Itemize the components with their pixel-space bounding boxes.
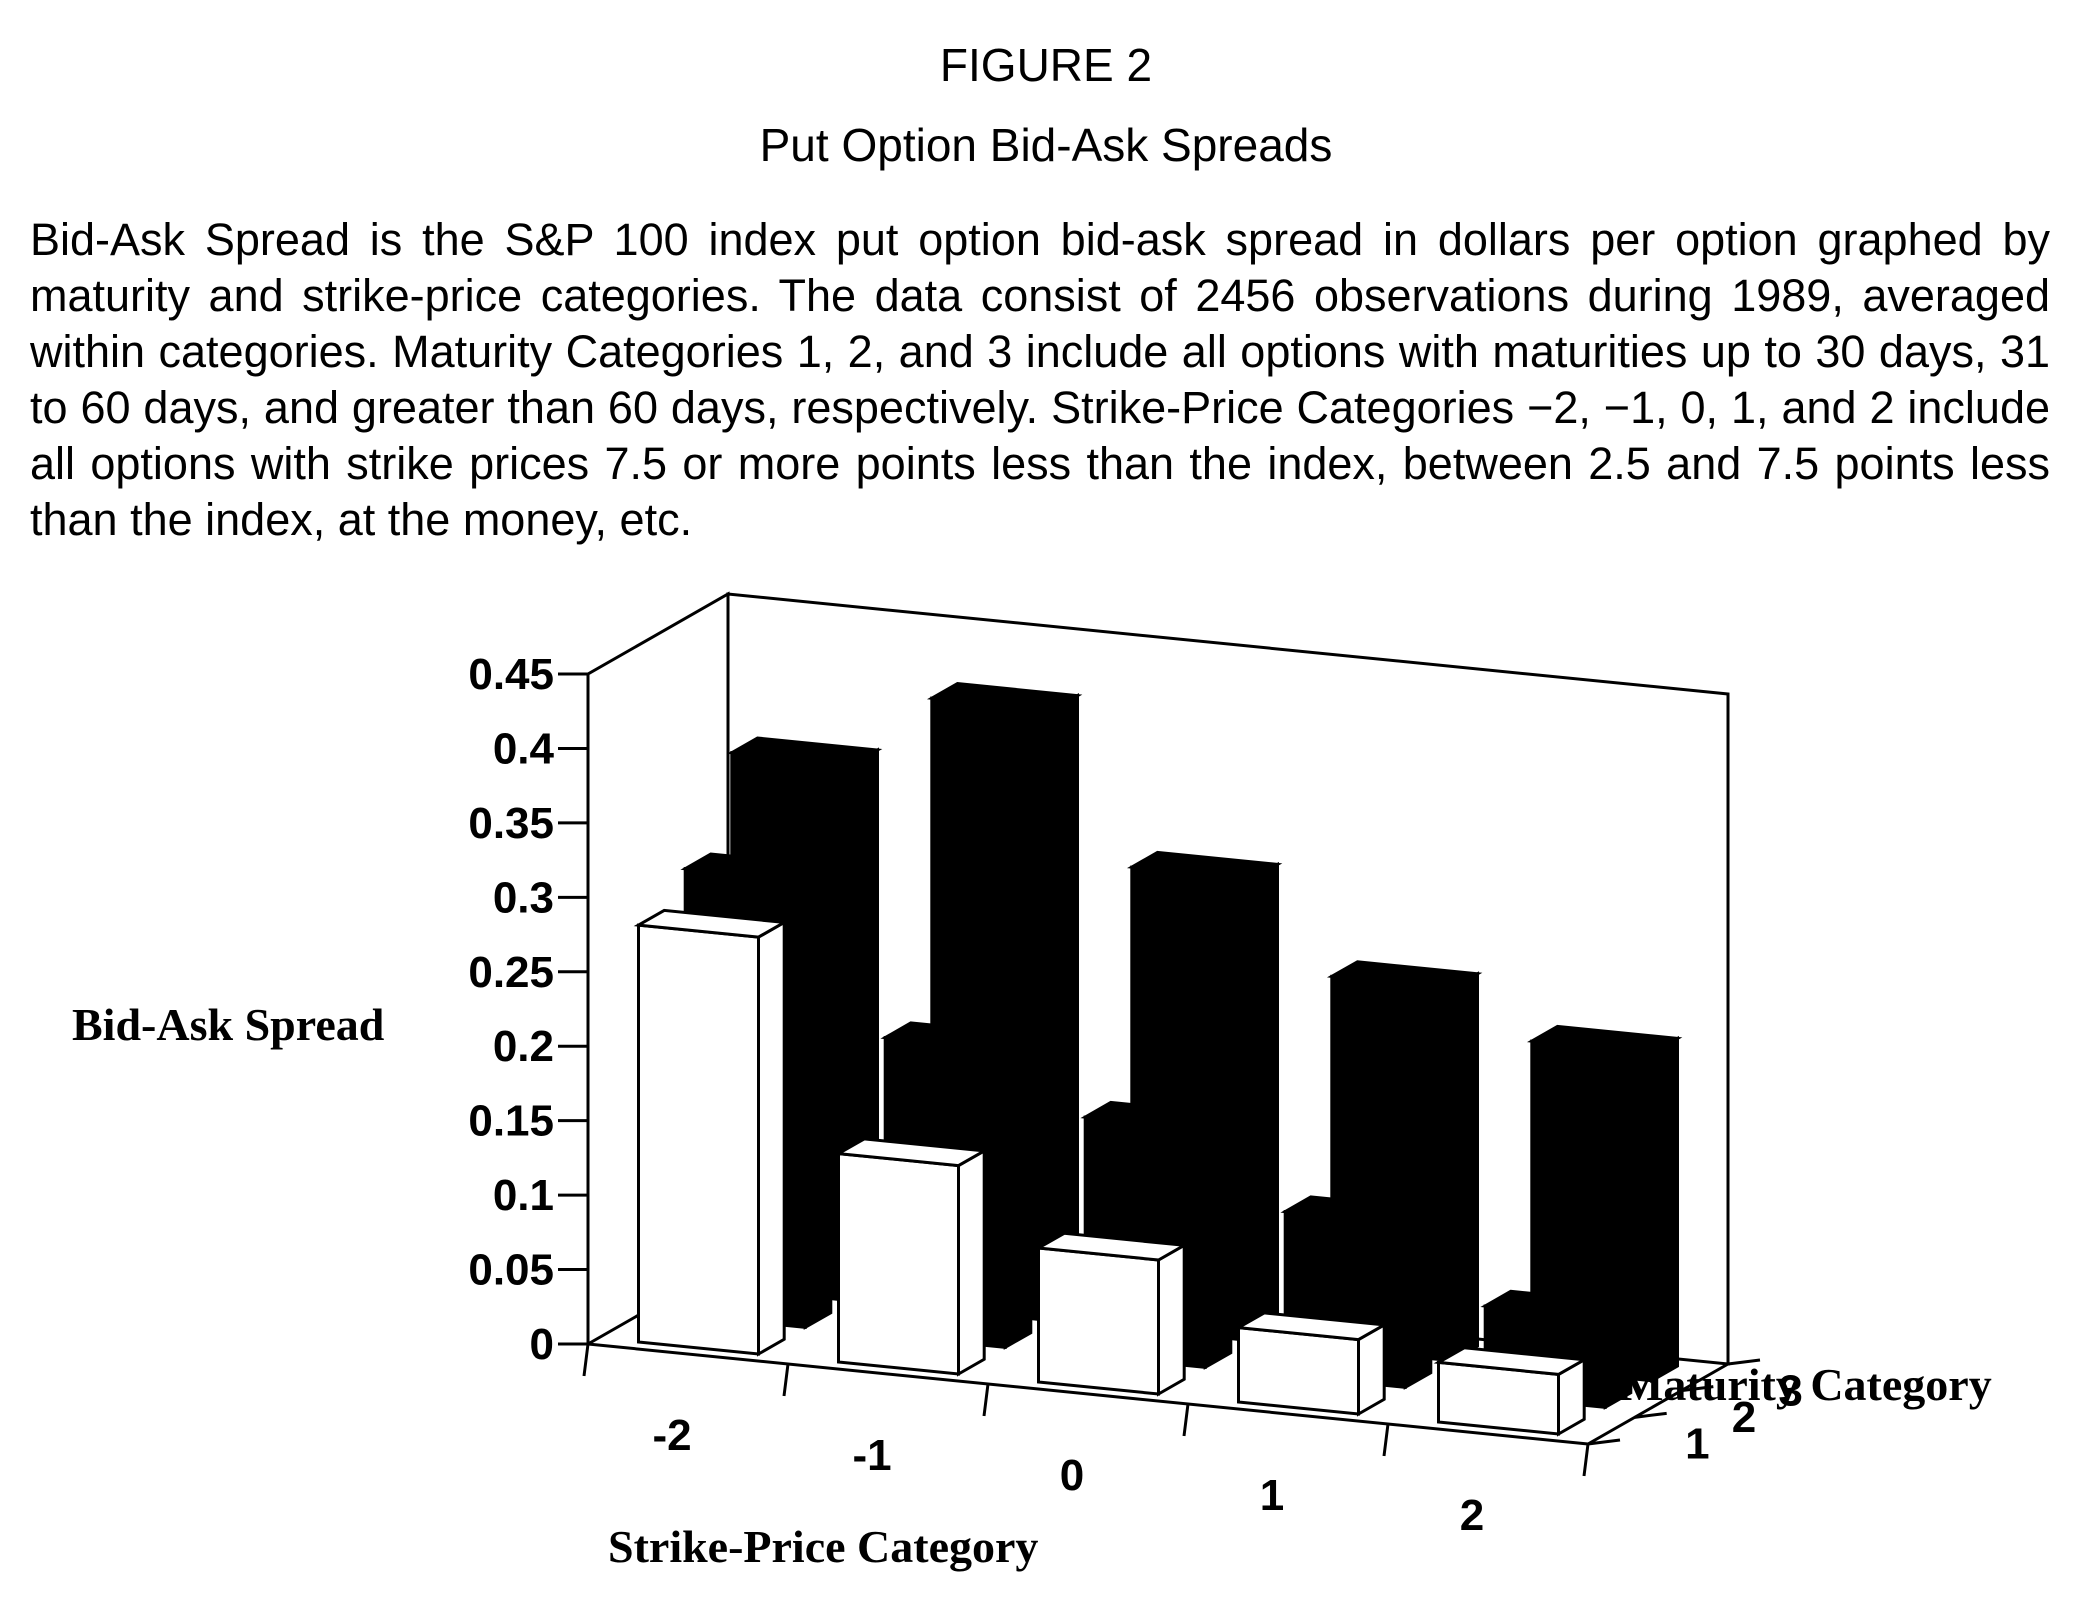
z-tick-label: 0.15 (468, 1097, 554, 1146)
bar-m1-s-2 (633, 908, 790, 1357)
x-tick-label: 2 (1460, 1491, 1484, 1540)
z-tick-label: 0.1 (493, 1171, 554, 1220)
x-tick-mark (782, 1363, 790, 1397)
floor-right-edge (1587, 1362, 1729, 1446)
bar-front-face (637, 923, 760, 1356)
x-tick-mark (982, 1383, 990, 1417)
bar-side-face (1403, 1206, 1433, 1390)
bar-side-face (1450, 971, 1479, 1364)
bar-top-face (1233, 1311, 1390, 1342)
x-tick-mark (1382, 1423, 1390, 1457)
bar-m1-s1 (1233, 1311, 1390, 1417)
x-axis-label: Strike-Price Category (608, 1521, 1038, 1572)
bar-top-face (1126, 850, 1283, 881)
y-tick-label: 3 (1778, 1366, 1802, 1415)
bar-top-face (1280, 1195, 1436, 1226)
figure-title: Put Option Bid-Ask Spreads (759, 119, 1333, 171)
bar-top-face (880, 1021, 1036, 1052)
bar-side-face (1003, 1032, 1033, 1350)
bar-top-face (1080, 1100, 1236, 1131)
bar-side-face (1050, 693, 1079, 1324)
bar-top-face (633, 908, 790, 939)
z-axis-ticks: 0 0.05 0.1 0.15 0.2 0.25 0.3 0.35 0.4 0.45 (468, 650, 588, 1369)
x-axis-ticks: -2 -1 0 1 2 (582, 1343, 1590, 1540)
y-tick-label: 1 (1685, 1420, 1709, 1469)
bar-side-face (1650, 1035, 1679, 1384)
z-tick-label: 0.35 (468, 799, 554, 848)
bar-side-face (1250, 861, 1279, 1344)
bar-m1-s-1 (833, 1137, 990, 1377)
z-tick-label: 0.4 (493, 724, 555, 773)
bar-top-face (926, 682, 1083, 712)
z-tick-label: 0.2 (493, 1022, 554, 1071)
bar-front-face (837, 1151, 960, 1376)
floor-front-edge (587, 1342, 1589, 1446)
bar-top-face (1433, 1346, 1590, 1376)
bar-m1-s2 (1433, 1346, 1590, 1437)
bar-top-face (1326, 960, 1483, 990)
bar-front-face (1037, 1246, 1160, 1396)
y-tick-mark (1634, 1411, 1667, 1419)
bar-side-face (957, 1148, 986, 1377)
z-tick-label: 0.25 (468, 948, 554, 997)
bar-front-face (1237, 1325, 1360, 1416)
x-tick-mark (1182, 1403, 1190, 1437)
bar-top-face (1033, 1231, 1190, 1262)
bar-side-face (1203, 1111, 1233, 1370)
z-tick-label: 0 (530, 1320, 554, 1369)
y-tick-mark (1727, 1358, 1761, 1366)
z-tick-label: 0.3 (493, 873, 554, 922)
z-tick-label: 0.05 (468, 1246, 554, 1295)
y-tick-mark (1587, 1438, 1621, 1446)
x-tick-label: -1 (852, 1431, 891, 1480)
y-tick-label: 2 (1732, 1393, 1756, 1442)
y-tick-mark (1681, 1385, 1714, 1393)
z-tick-label: 0.45 (468, 650, 554, 699)
x-tick-label: 1 (1260, 1471, 1284, 1520)
x-tick-label: -2 (652, 1411, 691, 1460)
bar-m1-s0 (1033, 1231, 1190, 1397)
bar-top-face (726, 736, 883, 767)
bar-side-face (1157, 1242, 1186, 1397)
figure-label: FIGURE 2 (939, 39, 1153, 91)
x-tick-label: 0 (1060, 1451, 1084, 1500)
bar-top-face (680, 852, 836, 883)
y-axis-label: Maturity Category (1620, 1359, 1992, 1410)
x-tick-mark (1582, 1443, 1590, 1477)
bars-group (633, 682, 1683, 1437)
bar-side-face (757, 919, 786, 1357)
bar-top-face (1526, 1024, 1683, 1055)
x-tick-mark (582, 1343, 590, 1377)
y-axis-ticks: 123 (1587, 1358, 1803, 1469)
figure-caption: Bid-Ask Spread is the S&P 100 index put … (30, 214, 2050, 545)
bar-top-face (833, 1137, 990, 1168)
bar-side-face (803, 863, 833, 1330)
z-axis-label: Bid-Ask Spread (72, 999, 385, 1050)
bar-top-face (1480, 1289, 1636, 1320)
